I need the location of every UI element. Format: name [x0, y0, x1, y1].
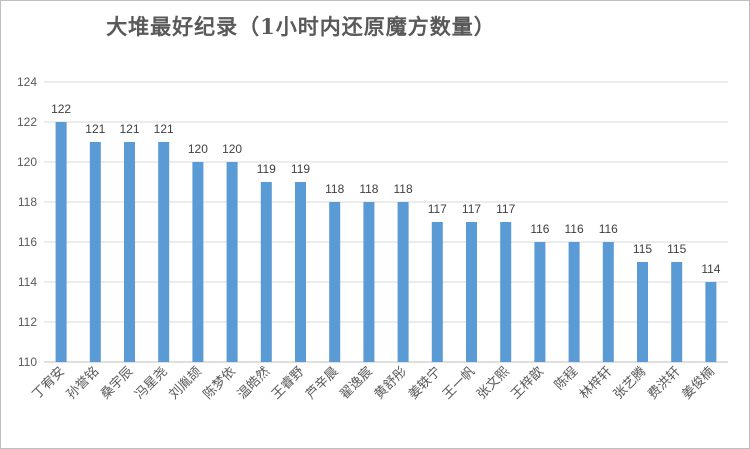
data-label: 118 — [359, 182, 378, 196]
data-labels: 122 121 121 121 120 120 119 119 118 118 118 117 117 1… — [51, 102, 721, 276]
bar — [671, 262, 683, 362]
y-tick-label: 114 — [18, 275, 37, 289]
x-category-label: 姜轶宁 — [405, 364, 444, 403]
data-label: 114 — [701, 262, 720, 276]
x-category-label: 费洪轩 — [645, 364, 683, 402]
x-category-label: 陈梦依 — [200, 364, 239, 403]
bar — [260, 182, 272, 362]
bar — [295, 182, 306, 362]
x-category-label: 翟逸宸 — [337, 364, 376, 403]
data-label: 118 — [325, 182, 344, 196]
x-category-label: 丁宥安 — [29, 364, 68, 403]
x-category-label: 王梓歆 — [508, 364, 547, 403]
bar — [602, 242, 614, 362]
bar — [124, 142, 135, 362]
data-label: 117 — [496, 202, 515, 216]
data-label: 121 — [85, 122, 105, 136]
y-tick-label: 112 — [18, 315, 37, 329]
data-label: 118 — [394, 182, 413, 196]
x-category-label: 温皓然 — [234, 364, 273, 403]
x-category-label: 冯星尧 — [132, 364, 170, 402]
chart-title: 大堆最好纪录（1小时内还原魔方数量） — [106, 14, 496, 39]
x-category-label: 张文熙 — [474, 364, 512, 402]
data-label: 116 — [530, 222, 549, 236]
bar — [158, 142, 170, 362]
x-category-label: 桑宇辰 — [98, 364, 136, 402]
y-tick-label: 124 — [17, 75, 37, 89]
bars — [55, 122, 717, 362]
x-category-label: 王睿野 — [269, 364, 307, 402]
bar — [705, 282, 717, 362]
bar — [192, 162, 204, 362]
data-label: 115 — [667, 242, 686, 256]
bar — [397, 202, 409, 362]
bar — [637, 262, 648, 362]
bar — [226, 162, 238, 362]
bar — [500, 222, 512, 362]
x-category-label: 王一帆 — [440, 364, 478, 402]
y-tick-label: 120 — [17, 155, 37, 169]
data-label: 117 — [428, 202, 447, 216]
y-axis: 110 112 114 116 118 120 122 124 — [17, 75, 37, 369]
bar — [89, 142, 101, 362]
y-tick-label: 110 — [18, 355, 37, 369]
data-label: 121 — [119, 122, 139, 136]
x-category-label: 孙誉铭 — [64, 364, 102, 402]
y-tick-label: 122 — [17, 115, 37, 129]
x-category-label: 张艺腾 — [610, 364, 649, 403]
bar — [568, 242, 580, 362]
x-category-label: 黄舒彤 — [372, 364, 410, 402]
bar — [466, 222, 477, 362]
data-label: 115 — [633, 242, 652, 256]
data-label: 119 — [257, 162, 276, 176]
bar — [363, 202, 375, 362]
bar — [431, 222, 443, 362]
bar — [329, 202, 341, 362]
data-label: 120 — [222, 142, 242, 156]
x-category-label: 刘胤颉 — [166, 364, 205, 403]
data-label: 122 — [51, 102, 71, 116]
data-label: 121 — [154, 122, 174, 136]
x-category-label: 陈程 — [551, 364, 581, 394]
data-label: 117 — [462, 202, 481, 216]
data-label: 119 — [291, 162, 310, 176]
y-tick-label: 116 — [18, 235, 37, 249]
y-tick-label: 118 — [18, 195, 37, 209]
x-category-label: 姜俊楠 — [680, 364, 718, 402]
bar — [55, 122, 67, 362]
data-label: 116 — [565, 222, 584, 236]
x-axis: 丁宥安孙誉铭桑宇辰冯星尧刘胤颉陈梦依温皓然王睿野芦辛晨翟逸宸黄舒彤姜轶宁王一帆张… — [29, 364, 718, 403]
data-label: 120 — [188, 142, 208, 156]
gridlines — [44, 81, 728, 363]
x-category-label: 芦辛晨 — [303, 364, 341, 402]
x-category-label: 林梓轩 — [577, 364, 615, 402]
bar — [534, 242, 546, 362]
data-label: 116 — [599, 222, 618, 236]
